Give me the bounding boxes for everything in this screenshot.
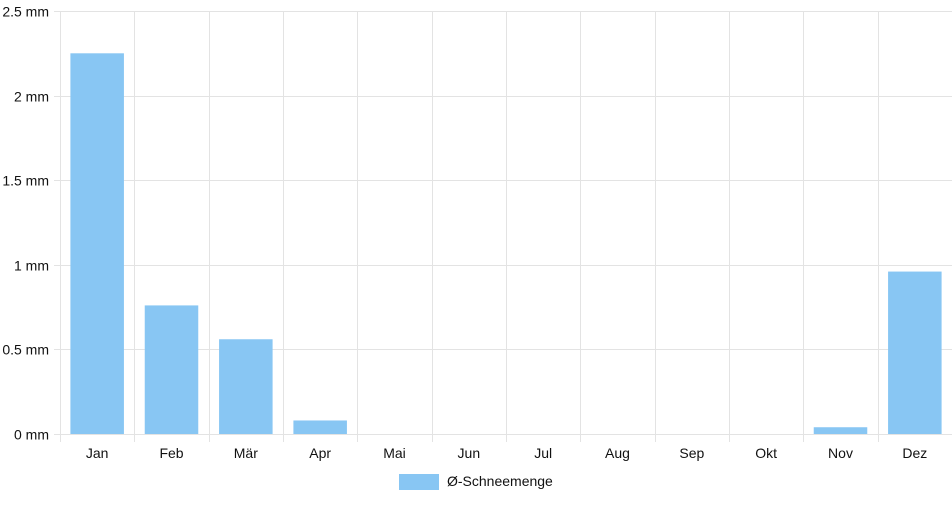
legend-label: Ø-Schneemenge: [447, 473, 553, 489]
x-tick-label: Apr: [309, 445, 331, 461]
grid-layer: [54, 11, 952, 442]
bar-Nov[interactable]: [813, 427, 868, 434]
x-tick-label: Feb: [159, 445, 183, 461]
bar-Mär[interactable]: [219, 339, 273, 434]
y-tick-label: 1.5 mm: [2, 173, 49, 189]
x-tick-label: Mär: [234, 445, 258, 461]
x-tick-label: Nov: [828, 445, 853, 461]
legend[interactable]: Ø-Schneemenge: [399, 473, 553, 490]
y-axis-ticks: 0 mm 0.5 mm 1 mm 1.5 mm 2 mm 2.5 mm: [2, 4, 49, 443]
y-tick-label: 0 mm: [14, 427, 49, 443]
x-tick-label: Aug: [605, 445, 630, 461]
y-tick-label: 2.5 mm: [2, 4, 49, 20]
bar-Apr[interactable]: [293, 420, 347, 434]
x-axis-ticks: Jan Feb Mär Apr Mai Jun Jul Aug Sep Okt Nov Dez: [86, 445, 927, 461]
y-tick-label: 0.5 mm: [2, 342, 49, 358]
x-tick-label: Dez: [902, 445, 927, 461]
y-tick-label: 1 mm: [14, 258, 49, 274]
y-tick-label: 2 mm: [14, 89, 49, 105]
x-tick-label: Mai: [383, 445, 406, 461]
x-tick-label: Jul: [534, 445, 552, 461]
bar-Dez[interactable]: [888, 271, 942, 434]
bar-Jan[interactable]: [70, 53, 124, 435]
x-tick-label: Jan: [86, 445, 109, 461]
x-tick-label: Jun: [458, 445, 481, 461]
bar-Feb[interactable]: [144, 305, 199, 434]
legend-swatch: [399, 474, 439, 490]
x-tick-label: Okt: [755, 445, 777, 461]
bar-series: [70, 53, 942, 435]
x-tick-label: Sep: [679, 445, 704, 461]
